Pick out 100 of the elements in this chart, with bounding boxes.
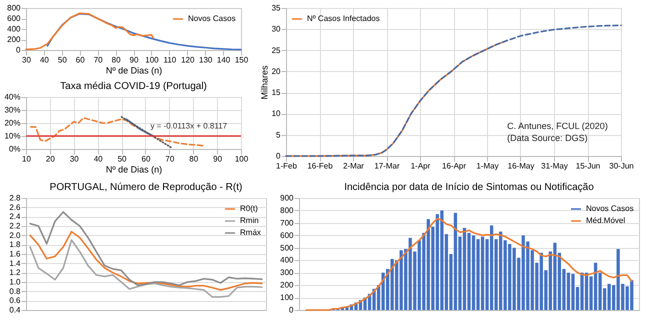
y-tick-label: 800 [280, 206, 294, 215]
bar [462, 228, 466, 310]
y-tick-label: 0.8 [9, 286, 22, 296]
line-series [46, 12, 242, 50]
y-tick-label: 1.2 [9, 268, 22, 278]
y-tick-label: 1.0 [9, 278, 22, 286]
y-tick-label: 2.4 [9, 212, 22, 222]
x-tick-label: 31-May [541, 162, 568, 170]
x-tick-label: 100 [145, 56, 160, 64]
x-tick-label: 50 [58, 56, 68, 64]
x-axis-title: Nº de Dias (n) [106, 164, 162, 174]
legend-label: R0(t) [240, 204, 258, 213]
y-tick-label: 2.0 [9, 230, 22, 240]
x-axis-title: Nº de Dias (n) [106, 66, 162, 76]
annotation: C. Antunes, FCUL (2020) [507, 121, 608, 131]
line-series [25, 12, 154, 50]
annotation: y = -0.0113x + 0.8117 [150, 122, 228, 131]
y-tick-label: 1.4 [9, 258, 22, 268]
line-series [305, 218, 633, 311]
y-tick-label: 20% [4, 118, 20, 128]
x-tick-label: 10 [22, 154, 32, 164]
y-tick-label: 20 [272, 66, 282, 76]
x-tick-label: 60 [76, 56, 86, 64]
line-series [29, 239, 263, 298]
line-series [126, 118, 156, 138]
x-tick-label: 70 [94, 56, 104, 64]
y-tick-label: 0% [8, 144, 20, 154]
y-tick-label: 25 [272, 46, 282, 55]
x-tick-label: 40 [40, 56, 50, 64]
x-tick-label: 2-Mar [343, 162, 364, 170]
y-tick-label: 600 [7, 14, 22, 23]
y-tick-label: 600 [280, 230, 294, 240]
y-tick-label: 1.8 [9, 240, 22, 250]
x-tick-label: 80 [112, 56, 122, 64]
line-series [29, 211, 263, 286]
y-tick-label: 0.6 [9, 296, 22, 306]
y-tick-label: 5 [276, 130, 282, 140]
x-tick-label: 16-Apr [442, 162, 466, 170]
y-tick-label: 2.2 [9, 222, 22, 230]
legend-label: Nº Casos Infectados [307, 14, 380, 23]
y-tick-label: 200 [7, 35, 22, 44]
bar [480, 236, 484, 310]
line-series [30, 117, 204, 147]
annotation: (Data Source: DGS) [507, 133, 588, 143]
x-tick-label: 90 [213, 154, 223, 164]
x-tick-label: 120 [181, 56, 195, 64]
y-tick-label: 1.6 [9, 250, 22, 258]
legend-label: Rmáx [240, 228, 261, 237]
x-tick-label: 100 [234, 154, 249, 164]
line-series [29, 230, 263, 291]
x-tick-label: 16-May [508, 162, 534, 170]
bar [476, 239, 480, 310]
bar [472, 235, 476, 310]
x-tick-label: 90 [130, 56, 139, 64]
x-tick-label: 30 [22, 56, 32, 64]
x-tick-label: 30-Jun [609, 162, 634, 170]
y-tick-label: 30 [272, 24, 282, 34]
chart-title: Incidência por data de Início de Sintomas ou Notificação [344, 182, 594, 193]
x-tick-label: 1-May [476, 162, 499, 170]
y-tick-label: 30% [4, 106, 20, 114]
y-tick-label: 2.8 [9, 194, 22, 202]
x-tick-label: 16-Feb [307, 162, 334, 170]
y-tick-label: 10 [272, 109, 282, 118]
legend-label: Rmin [240, 216, 259, 225]
x-tick-label: 17-Mar [374, 162, 400, 170]
x-tick-label: 50 [118, 154, 128, 164]
x-tick-label: 1-Apr [410, 162, 431, 170]
y-tick-label: 300 [280, 268, 294, 278]
x-tick-label: 60 [141, 154, 151, 164]
y-tick-label: 2.6 [9, 202, 22, 212]
y-tick-label: 100 [280, 293, 294, 302]
y-tick-label: 800 [7, 4, 22, 12]
y-tick-label: 0 [289, 306, 294, 314]
x-tick-label: 140 [216, 56, 231, 64]
y-tick-label: 0 [16, 46, 22, 54]
x-tick-label: 15-Jun [576, 162, 600, 170]
y-tick-label: 0 [276, 152, 282, 160]
x-tick-label: 70 [165, 154, 175, 164]
y-tick-label: 35 [272, 4, 282, 12]
bar [571, 274, 575, 310]
bar [566, 272, 570, 310]
chart-title: PORTUGAL, Número de Reprodução - R(t) [50, 182, 242, 193]
x-tick-label: 40 [94, 154, 104, 164]
legend-label: Novos Casos [586, 204, 634, 213]
y-tick-label: 900 [280, 194, 294, 202]
x-tick-label: 1-Feb [276, 162, 298, 170]
bar [454, 212, 458, 310]
y-tick-label: 200 [280, 280, 294, 290]
x-tick-label: 110 [163, 56, 177, 64]
y-axis-title: Milhares [260, 65, 270, 100]
x-tick-label: 20 [46, 154, 56, 164]
x-tick-label: 130 [198, 56, 213, 64]
y-tick-label: 400 [7, 24, 22, 34]
y-tick-label: 15 [272, 88, 282, 98]
x-tick-label: 150 [234, 56, 249, 64]
y-tick-label: 700 [280, 218, 294, 228]
y-tick-label: 40% [4, 92, 20, 102]
y-tick-label: 400 [280, 256, 294, 265]
y-tick-label: 0.4 [9, 306, 22, 314]
chart-title: Taxa média COVID-19 (Portugal) [60, 81, 207, 92]
